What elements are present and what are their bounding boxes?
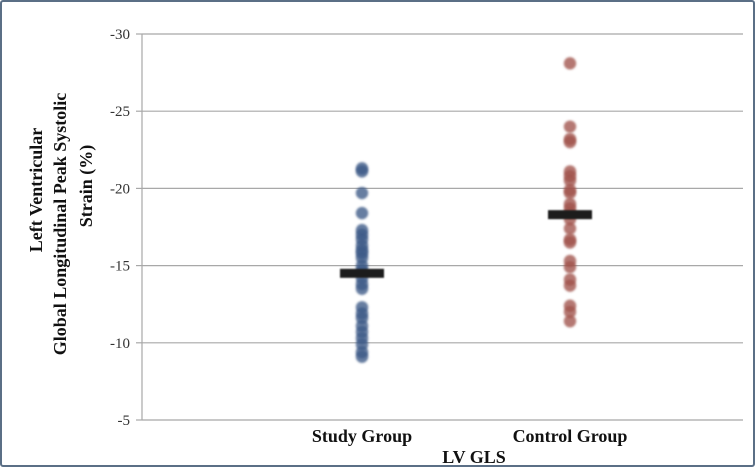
x-axis-title: LV GLS — [442, 447, 506, 467]
data-point — [355, 282, 369, 295]
y-axis-title-line-1: Left Ventricular — [26, 128, 46, 252]
data-point — [355, 206, 369, 220]
y-tick-label: -15 — [110, 259, 130, 275]
data-point — [563, 120, 577, 133]
gridlines — [141, 33, 743, 421]
data-point — [563, 314, 577, 328]
data-point — [563, 186, 577, 200]
data-point — [563, 279, 577, 292]
y-tick-label: -30 — [110, 27, 130, 43]
mean-marker — [340, 268, 384, 278]
y-tick-label: -20 — [110, 181, 130, 197]
data-point — [563, 174, 577, 187]
data-point — [355, 165, 369, 178]
y-tick-label: -25 — [110, 104, 130, 120]
data-points — [355, 57, 577, 363]
data-point — [563, 305, 577, 319]
y-tick-label: -5 — [118, 413, 131, 429]
y-axis-title-line-3: Strain (%) — [76, 145, 97, 228]
y-axis-ticks: -30 -25 -20 -15 -10 -5 — [110, 27, 142, 429]
data-point — [563, 57, 577, 70]
data-point — [563, 135, 577, 149]
mean-marker — [548, 210, 592, 220]
data-point — [563, 236, 577, 249]
y-tick-label: -10 — [110, 336, 130, 352]
x-category-label: Study Group — [312, 426, 412, 446]
data-point — [563, 260, 577, 274]
data-point — [355, 350, 369, 363]
x-axis-categories: Study Group Control Group — [312, 426, 628, 446]
data-point — [563, 222, 577, 235]
data-point — [355, 186, 369, 200]
x-category-label: Control Group — [513, 426, 628, 446]
y-axis-title: Left Ventricular Global Longitudinal Pea… — [26, 93, 97, 356]
y-axis-title-line-2: Global Longitudinal Peak Systolic — [50, 93, 70, 356]
mean-markers — [340, 210, 592, 278]
